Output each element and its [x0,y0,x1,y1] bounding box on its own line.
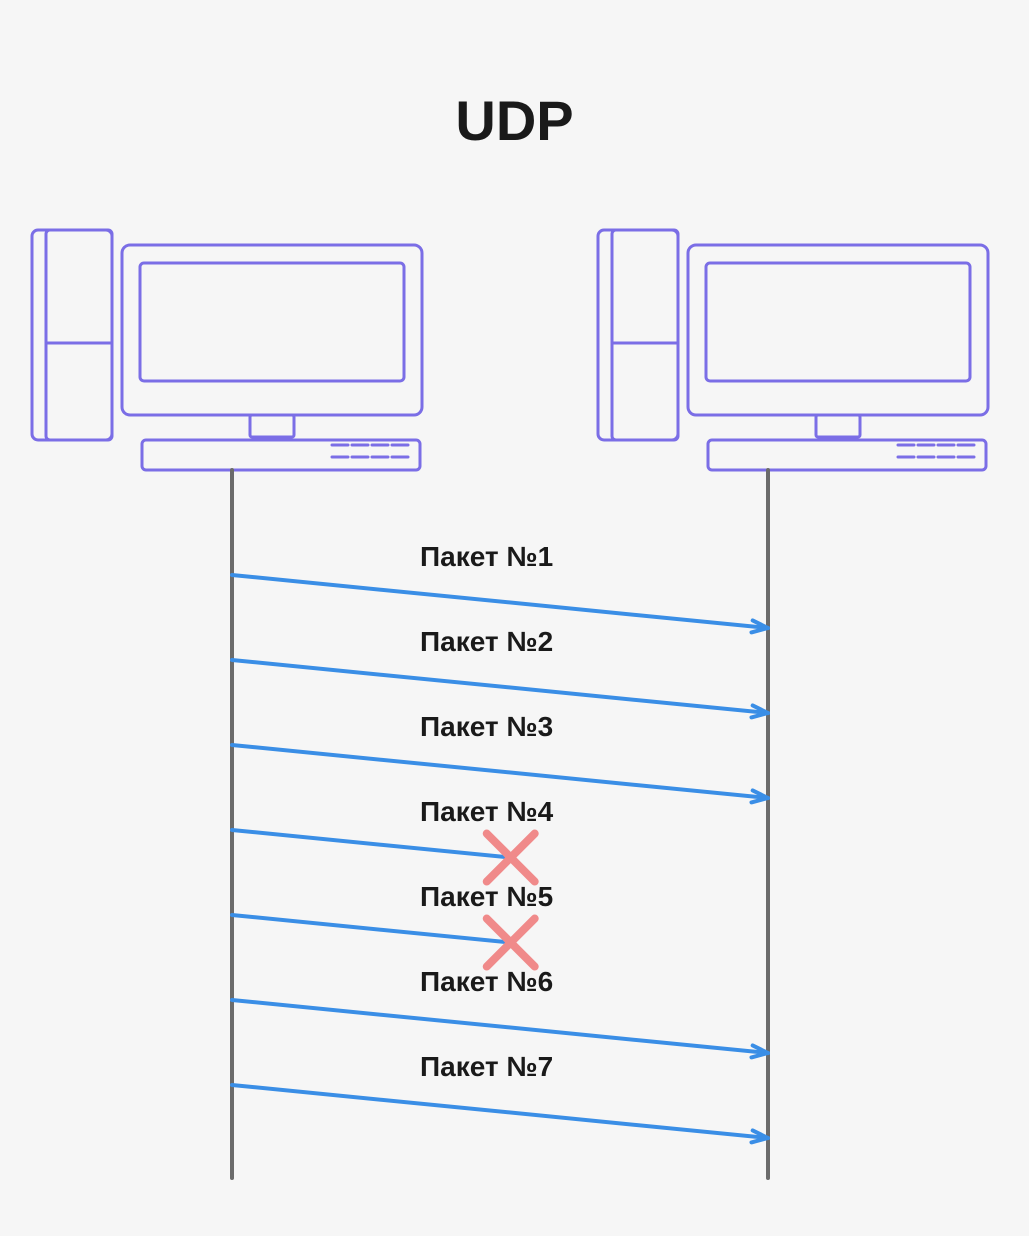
computer-right-icon [598,230,988,470]
computer-left-icon [32,230,422,470]
packet-label-6: Пакет №6 [420,966,620,998]
packet-arrow-2 [232,660,768,713]
packet-arrow-6 [232,1000,768,1053]
packet-label-4: Пакет №4 [420,796,620,828]
packet-arrow-7 [232,1085,768,1138]
packet-arrow-3 [232,745,768,798]
packet-label-3: Пакет №3 [420,711,620,743]
packet-arrow-5 [232,915,511,943]
packet-label-7: Пакет №7 [420,1051,620,1083]
packet-arrow-1 [232,575,768,628]
packet-label-5: Пакет №5 [420,881,620,913]
packet-label-1: Пакет №1 [420,541,620,573]
packet-label-2: Пакет №2 [420,626,620,658]
packet-arrow-4 [232,830,511,858]
